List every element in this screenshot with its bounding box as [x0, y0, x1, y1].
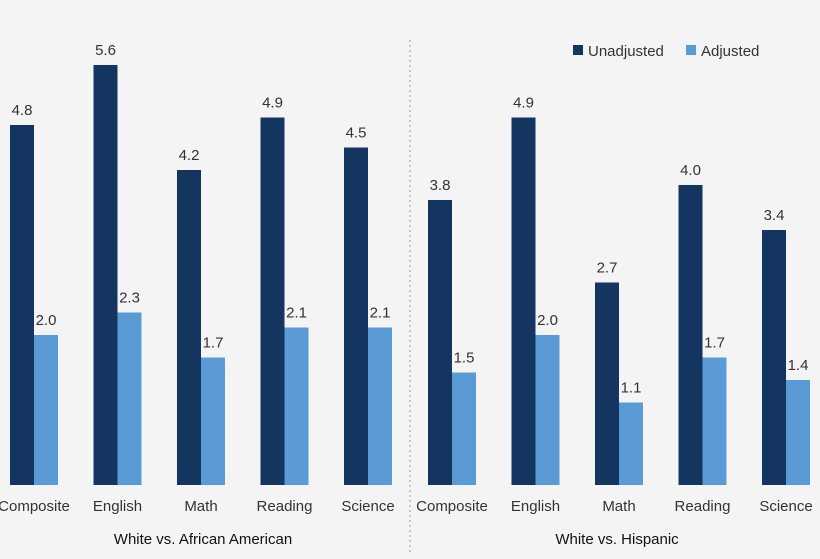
bar-unadjusted-composite [10, 125, 34, 485]
legend: Unadjusted Adjusted [573, 43, 759, 60]
bar-unadjusted-reading [260, 117, 285, 485]
bar-unadjusted-math [595, 282, 619, 485]
group-label: White vs. Hispanic [555, 531, 679, 548]
bar-unadjusted-english [511, 117, 536, 485]
legend-swatch-adjusted [686, 45, 696, 55]
bar-unadjusted-science [344, 147, 368, 485]
value-label: 4.5 [346, 125, 367, 142]
bar-adjusted-science [368, 327, 392, 485]
value-label: 1.4 [788, 357, 809, 374]
category-ticks-layer: Composite English Math Reading Science Compos… [0, 498, 813, 515]
value-label: 2.1 [286, 305, 307, 322]
group-labels-layer: White vs. African American White vs. Hisp… [114, 531, 679, 548]
value-label: 1.7 [203, 335, 224, 352]
bar-unadjusted-english [93, 65, 118, 485]
category-tick-label: Composite [0, 498, 70, 515]
bar-adjusted-math [201, 357, 225, 485]
bar-unadjusted-composite [428, 200, 452, 485]
bar-adjusted-english [117, 312, 142, 485]
value-label: 4.0 [680, 162, 701, 179]
category-tick-label: Math [184, 498, 217, 515]
value-label: 2.0 [36, 312, 57, 329]
bar-unadjusted-science [762, 230, 786, 485]
category-tick-label: Science [759, 498, 812, 515]
bar-adjusted-composite [452, 372, 476, 485]
bar-adjusted-science [786, 380, 810, 485]
category-tick-label: Reading [257, 498, 313, 515]
value-label: 5.6 [95, 42, 116, 59]
value-label: 2.1 [370, 305, 391, 322]
category-tick-label: Reading [675, 498, 731, 515]
value-label: 3.8 [430, 177, 451, 194]
category-tick-label: English [93, 498, 142, 515]
legend-swatch-unadjusted [573, 45, 583, 55]
value-label: 4.9 [262, 95, 283, 112]
value-labels-layer: 4.8 2.0 5.6 2.3 4.2 1.7 4.9 2.1 4.5 2.1 3.8 1.5 4.9 2… [12, 42, 809, 397]
category-tick-label: Science [341, 498, 394, 515]
bar-adjusted-english [535, 335, 560, 485]
value-label: 1.7 [704, 335, 725, 352]
bar-adjusted-math [619, 402, 643, 485]
value-label: 1.5 [454, 350, 475, 367]
value-label: 4.8 [12, 102, 33, 119]
value-label: 4.9 [513, 95, 534, 112]
category-tick-label: English [511, 498, 560, 515]
legend-label-unadjusted: Unadjusted [588, 43, 664, 60]
value-label: 2.7 [597, 260, 618, 277]
category-tick-label: Math [602, 498, 635, 515]
bar-unadjusted-math [177, 170, 201, 485]
bar-adjusted-reading [284, 327, 309, 485]
value-label: 2.3 [119, 290, 140, 307]
bar-unadjusted-reading [678, 185, 703, 485]
value-label: 1.1 [621, 380, 642, 397]
value-label: 2.0 [537, 312, 558, 329]
value-label: 4.2 [179, 147, 200, 164]
value-label: 3.4 [764, 207, 785, 224]
bar-adjusted-composite [34, 335, 58, 485]
category-tick-label: Composite [416, 498, 488, 515]
bar-adjusted-reading [702, 357, 727, 485]
legend-label-adjusted: Adjusted [701, 43, 759, 60]
group-label: White vs. African American [114, 531, 292, 548]
bars-layer [10, 65, 810, 485]
